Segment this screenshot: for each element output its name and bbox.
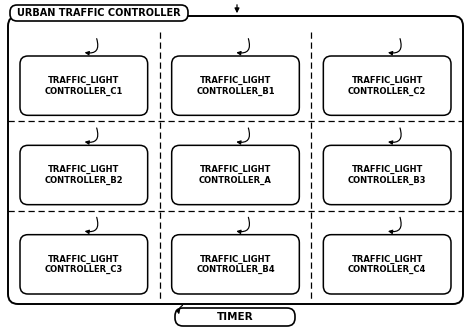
Text: TRAFFIC_LIGHT
CONTROLLER_C2: TRAFFIC_LIGHT CONTROLLER_C2 (348, 76, 426, 95)
FancyBboxPatch shape (323, 145, 451, 205)
FancyBboxPatch shape (172, 56, 300, 115)
Text: TRAFFIC_LIGHT
CONTROLLER_C1: TRAFFIC_LIGHT CONTROLLER_C1 (45, 76, 123, 95)
FancyBboxPatch shape (175, 308, 295, 326)
Text: TRAFFIC_LIGHT
CONTROLLER_C3: TRAFFIC_LIGHT CONTROLLER_C3 (45, 254, 123, 274)
Text: TRAFFIC_LIGHT
CONTROLLER_A: TRAFFIC_LIGHT CONTROLLER_A (199, 165, 272, 185)
FancyBboxPatch shape (10, 5, 188, 21)
FancyBboxPatch shape (172, 145, 300, 205)
Text: TRAFFIC_LIGHT
CONTROLLER_B2: TRAFFIC_LIGHT CONTROLLER_B2 (45, 165, 123, 185)
FancyBboxPatch shape (20, 56, 148, 115)
Text: URBAN TRAFFIC CONTROLLER: URBAN TRAFFIC CONTROLLER (17, 8, 181, 18)
Text: TIMER: TIMER (217, 312, 253, 322)
FancyBboxPatch shape (323, 56, 451, 115)
Text: TRAFFIC_LIGHT
CONTROLLER_C4: TRAFFIC_LIGHT CONTROLLER_C4 (348, 254, 426, 274)
FancyBboxPatch shape (8, 16, 463, 304)
FancyBboxPatch shape (20, 145, 148, 205)
Text: TRAFFIC_LIGHT
CONTROLLER_B4: TRAFFIC_LIGHT CONTROLLER_B4 (196, 254, 275, 274)
FancyBboxPatch shape (20, 235, 148, 294)
Text: TRAFFIC_LIGHT
CONTROLLER_B3: TRAFFIC_LIGHT CONTROLLER_B3 (348, 165, 427, 185)
FancyBboxPatch shape (172, 235, 300, 294)
Text: TRAFFIC_LIGHT
CONTROLLER_B1: TRAFFIC_LIGHT CONTROLLER_B1 (196, 76, 275, 95)
FancyBboxPatch shape (323, 235, 451, 294)
